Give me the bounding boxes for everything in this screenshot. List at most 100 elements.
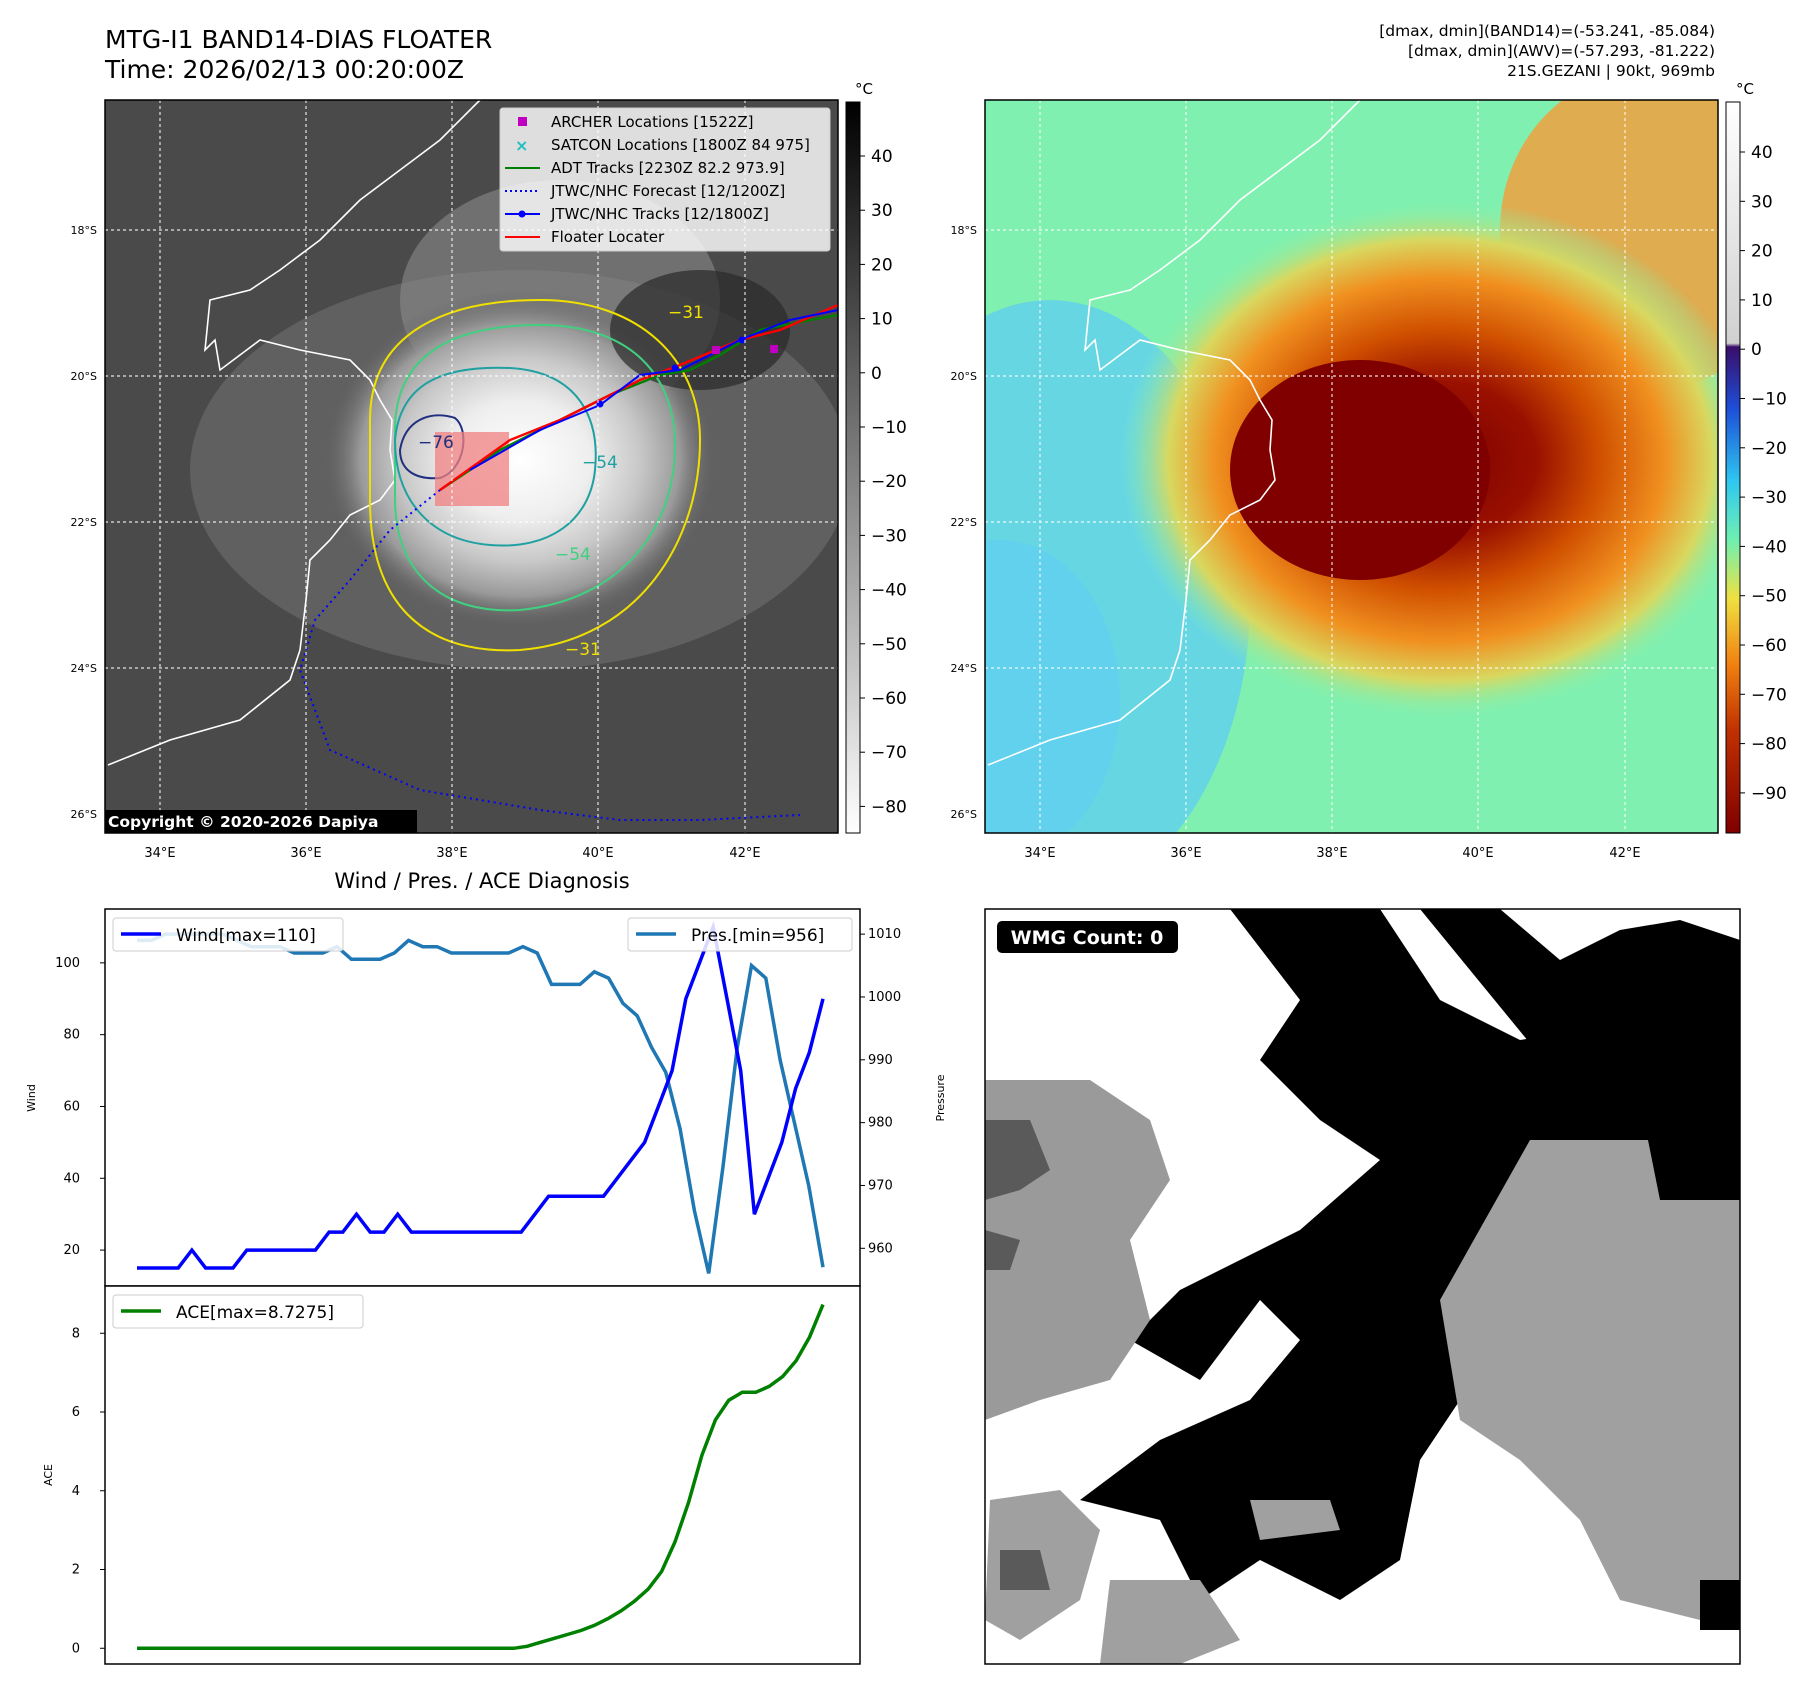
diagnosis-title: Wind / Pres. / ACE Diagnosis bbox=[334, 869, 629, 893]
wind-legend: Wind[max=110] bbox=[112, 917, 344, 952]
colorbar-tick-label: 20 bbox=[1751, 242, 1773, 262]
svg-text:Wind[max=110]: Wind[max=110] bbox=[176, 926, 316, 946]
wmg-count-badge bbox=[997, 921, 1178, 953]
pressure-y-tick-label: 990 bbox=[868, 1053, 893, 1068]
pressure-axis-label: Pressure bbox=[934, 1074, 947, 1121]
wmg-count-text: WMG Count: 0 bbox=[1011, 927, 1164, 949]
colorbar-tick-label: −50 bbox=[1751, 587, 1787, 607]
pressure-y-tick-label: 970 bbox=[868, 1178, 893, 1193]
contour-label: −54 bbox=[555, 545, 591, 565]
legend-satcon: SATCON Locations [1800Z 84 975] bbox=[551, 136, 810, 154]
colorbar-tick-label: −40 bbox=[871, 581, 907, 601]
svg-text:26°S: 26°S bbox=[71, 808, 97, 821]
ir-panel-frame bbox=[104, 99, 839, 834]
figure-time: Time: 2026/02/13 00:20:00Z bbox=[105, 55, 464, 84]
svg-text:26°S: 26°S bbox=[951, 808, 977, 821]
colorbar-tick-label: −10 bbox=[871, 418, 907, 438]
svg-text:22°S: 22°S bbox=[951, 516, 977, 529]
svg-text:24°S: 24°S bbox=[71, 662, 97, 675]
svg-text:34°E: 34°E bbox=[144, 846, 175, 861]
dmax-awv-info: [dmax, dmin](AWV)=(-57.293, -81.222) bbox=[1408, 42, 1715, 60]
ace-y-tick-label: 0 bbox=[72, 1641, 80, 1656]
wind-y-tick-label: 80 bbox=[63, 1028, 80, 1043]
ace-series-line bbox=[137, 1303, 825, 1651]
wind-axis-label: Wind bbox=[25, 1084, 38, 1112]
contour-label: −31 bbox=[565, 640, 601, 660]
colorbar-tick-label: 20 bbox=[871, 255, 893, 275]
colorbar-tick-label: 40 bbox=[871, 147, 893, 167]
ace-y-tick-label: 8 bbox=[72, 1326, 80, 1341]
copyright: Copyright © 2020-2026 Dapiya bbox=[108, 813, 378, 831]
colorbar-tick-label: −10 bbox=[1751, 390, 1787, 410]
ir-colorbar-ticks: 40 30 20 10 0 −10 −20 −30 −40 −50 −60 −70 −80 bbox=[860, 147, 907, 817]
colorbar-tick-label: 0 bbox=[1751, 340, 1762, 360]
svg-text:22°S: 22°S bbox=[71, 516, 97, 529]
colorbar-tick-label: 0 bbox=[871, 364, 882, 384]
figure-title: MTG-I1 BAND14-DIAS FLOATER bbox=[105, 25, 493, 54]
legend-archer: ARCHER Locations [1522Z] bbox=[551, 113, 754, 131]
svg-text:18°S: 18°S bbox=[71, 224, 97, 237]
x-marker-icon: × bbox=[515, 136, 528, 155]
svg-text:34°E: 34°E bbox=[1024, 846, 1055, 861]
awv-lat-labels: 18°S 20°S 22°S 24°S 26°S bbox=[951, 224, 977, 821]
svg-text:ACE[max=8.7275]: ACE[max=8.7275] bbox=[176, 1303, 334, 1323]
svg-text:36°E: 36°E bbox=[290, 846, 321, 861]
svg-text:40°E: 40°E bbox=[1462, 846, 1493, 861]
contour-label: −76 bbox=[418, 433, 454, 453]
awv-colorbar bbox=[1725, 101, 1741, 834]
colorbar-tick-label: 40 bbox=[1751, 143, 1773, 163]
ir-lon-labels: 34°E 36°E 38°E 40°E 42°E bbox=[144, 846, 760, 861]
wind-pressure-plot: 20 40 60 80 100 960 970 980 990 1000 1010 Wind Pr… bbox=[25, 908, 947, 1287]
ir-colorbar bbox=[845, 101, 861, 834]
ace-y-tick-label: 2 bbox=[72, 1563, 80, 1578]
ace-axis-label: ACE bbox=[42, 1464, 55, 1486]
wind-y-tick-label: 60 bbox=[63, 1099, 80, 1114]
ace-legend: ACE[max=8.7275] bbox=[112, 1294, 364, 1329]
colorbar-tick-label: 30 bbox=[1751, 192, 1773, 212]
svg-text:Pres.[min=956]: Pres.[min=956] bbox=[691, 926, 824, 946]
svg-text:38°E: 38°E bbox=[1316, 846, 1347, 861]
colorbar-tick-label: −40 bbox=[1751, 537, 1787, 557]
colorbar-tick-label: 30 bbox=[871, 201, 893, 221]
legend-adt: ADT Tracks [2230Z 82.2 973.9] bbox=[551, 159, 785, 177]
awv-lon-labels: 34°E 36°E 38°E 40°E 42°E bbox=[1024, 846, 1640, 861]
svg-text:42°E: 42°E bbox=[729, 846, 760, 861]
svg-text:24°S: 24°S bbox=[951, 662, 977, 675]
pressure-y-tick-label: 1010 bbox=[868, 927, 901, 942]
colorbar-tick-label: −80 bbox=[1751, 735, 1787, 755]
ace-y-tick-label: 6 bbox=[72, 1405, 80, 1420]
awv-panel-frame bbox=[984, 99, 1719, 834]
contour-label: −54 bbox=[582, 453, 618, 473]
pressure-y-tick-label: 1000 bbox=[868, 990, 901, 1005]
wind-y-tick-label: 40 bbox=[63, 1171, 80, 1186]
colorbar-tick-label: 10 bbox=[1751, 291, 1773, 311]
colorbar-tick-label: −50 bbox=[871, 635, 907, 655]
svg-text:40°E: 40°E bbox=[582, 846, 613, 861]
colorbar-tick-label: −20 bbox=[871, 472, 907, 492]
colorbar-tick-label: −60 bbox=[871, 689, 907, 709]
wind-y-tick-label: 100 bbox=[55, 956, 80, 971]
wmg-panel-frame bbox=[984, 908, 1741, 1665]
awv-colorbar-ticks: 40 30 20 10 0 −10 −20 −30 −40 −50 −60 −70 −80 −90 bbox=[1740, 143, 1787, 804]
pressure-y-tick-label: 960 bbox=[868, 1241, 893, 1256]
svg-text:38°E: 38°E bbox=[436, 846, 467, 861]
awv-colorbar-unit: °C bbox=[1736, 80, 1754, 98]
svg-text:42°E: 42°E bbox=[1609, 846, 1640, 861]
svg-text:18°S: 18°S bbox=[951, 224, 977, 237]
contour-label: −31 bbox=[668, 303, 704, 323]
dmax-band14-info: [dmax, dmin](BAND14)=(-53.241, -85.084) bbox=[1379, 22, 1715, 40]
colorbar-tick-label: −70 bbox=[871, 743, 907, 763]
colorbar-tick-label: −90 bbox=[1751, 784, 1787, 804]
colorbar-tick-label: −20 bbox=[1751, 439, 1787, 459]
wmg-panel bbox=[985, 909, 1740, 1664]
pressure-legend: Pres.[min=956] bbox=[627, 917, 853, 952]
colorbar-tick-label: −80 bbox=[871, 797, 907, 817]
awv-panel bbox=[985, 100, 1718, 833]
ir-colorbar-unit: °C bbox=[855, 80, 873, 98]
pressure-y-tick-label: 980 bbox=[868, 1116, 893, 1131]
colorbar-tick-label: −30 bbox=[871, 526, 907, 546]
svg-text:36°E: 36°E bbox=[1170, 846, 1201, 861]
ace-plot: 0 2 4 6 8 ACE ACE[max=8.7275] bbox=[42, 1285, 861, 1665]
legend-jtwc-forecast: JTWC/NHC Forecast [12/1200Z] bbox=[550, 182, 785, 200]
